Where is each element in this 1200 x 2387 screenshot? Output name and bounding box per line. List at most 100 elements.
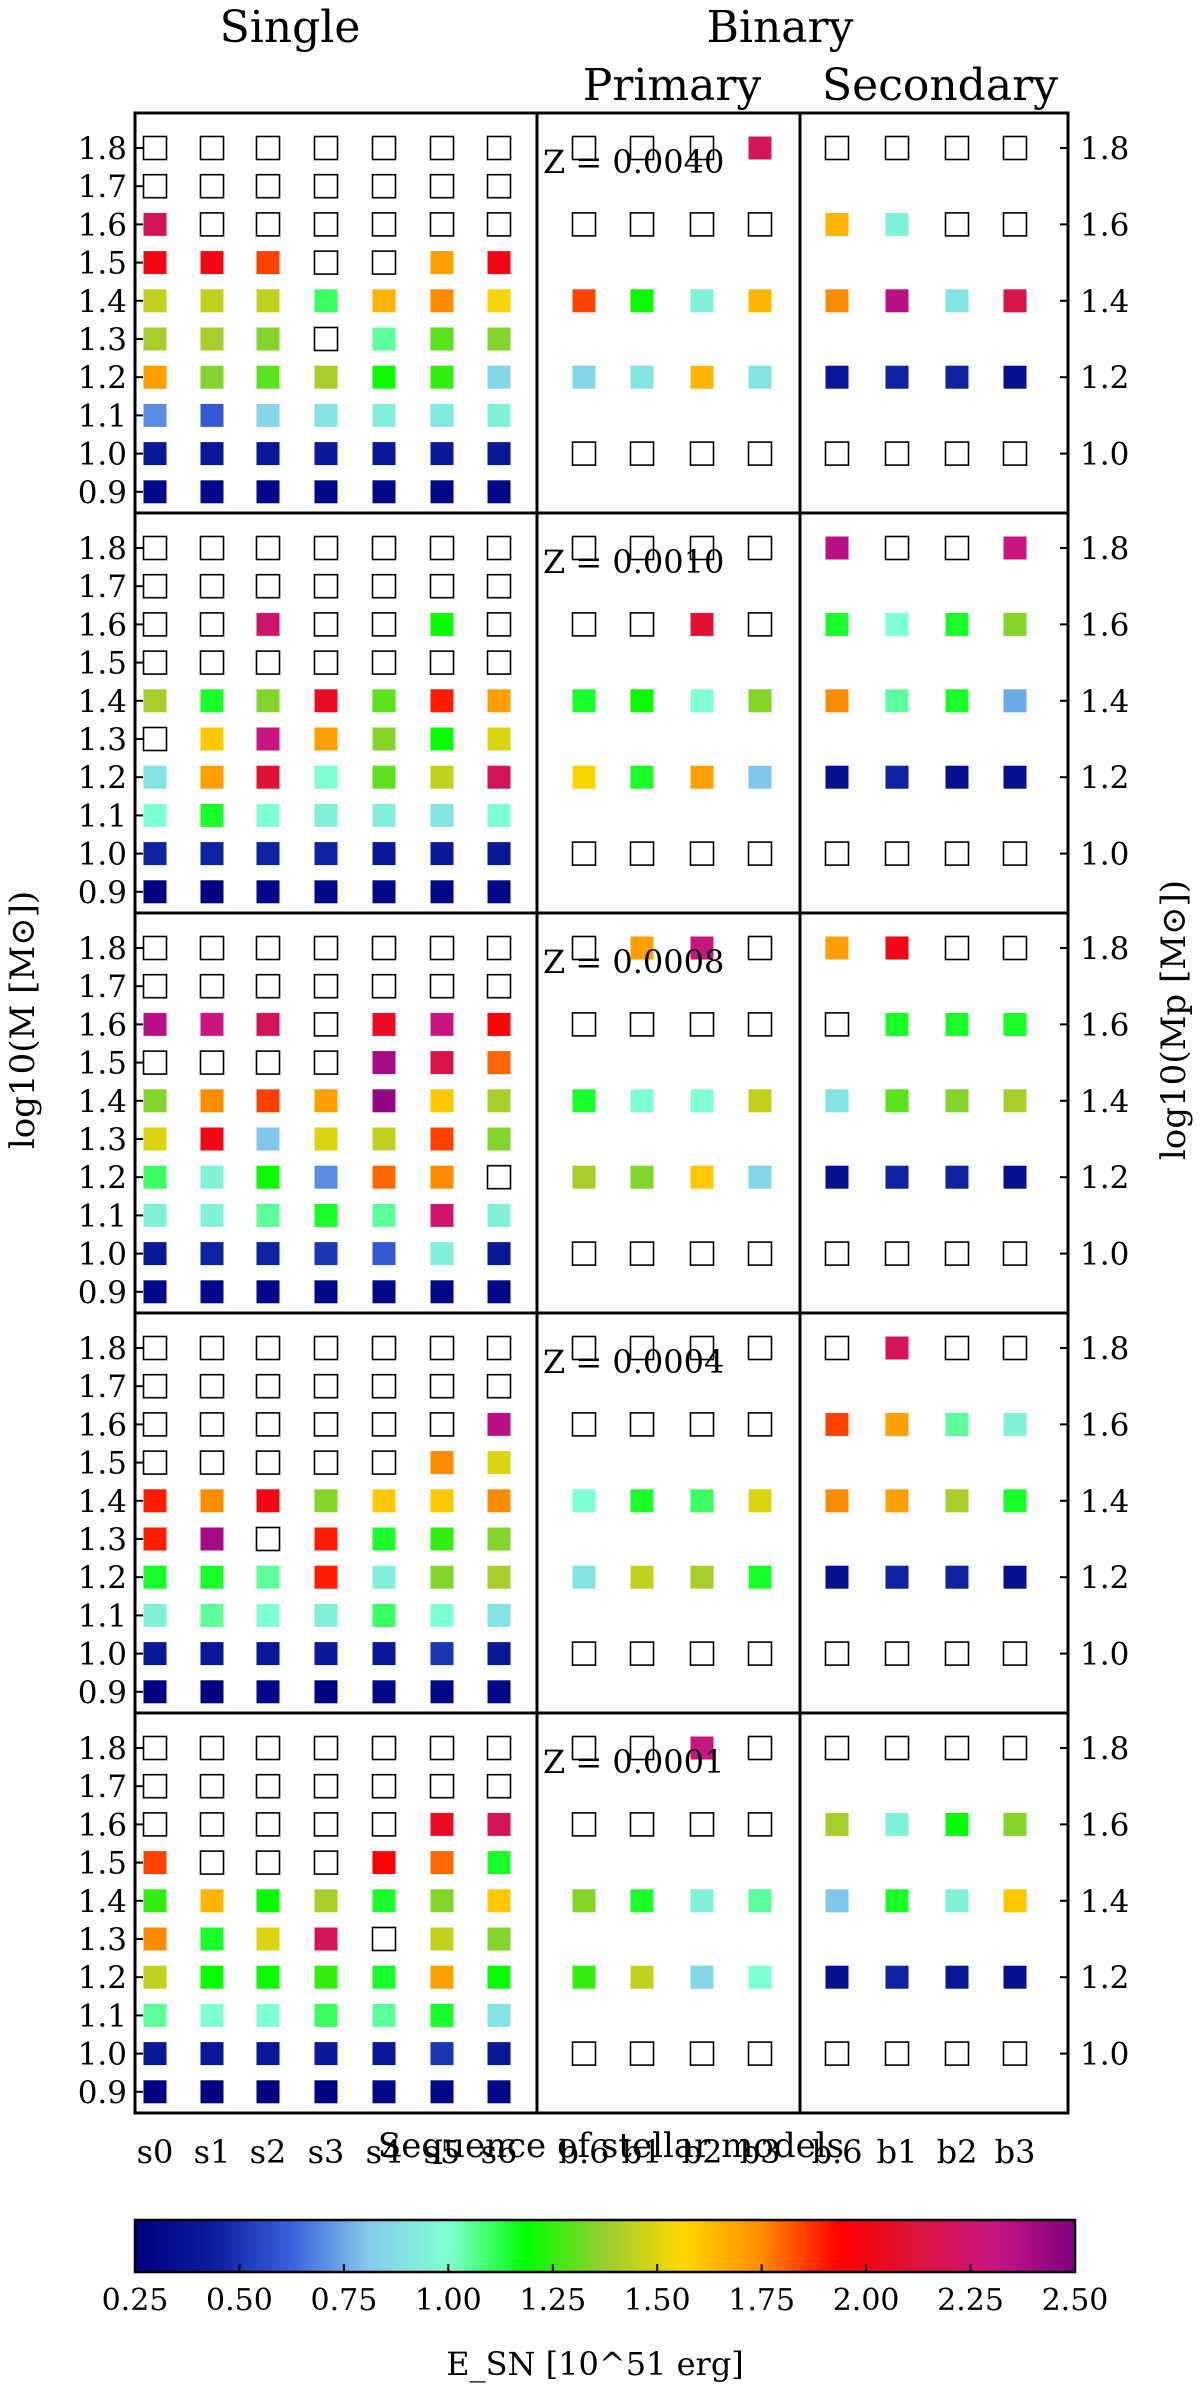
single-cell (199, 1773, 225, 1799)
left-tick-label: 1.0 (78, 1637, 127, 1673)
single-cell (314, 1489, 338, 1513)
single-cell (142, 1412, 168, 1437)
single-cell (371, 1373, 397, 1399)
single-cell (143, 1889, 167, 1913)
primary-cell (690, 1165, 714, 1189)
single-cell (371, 1812, 397, 1837)
right-tick-label: 1.8 (1080, 131, 1129, 167)
single-cell (486, 612, 512, 637)
single-cell (143, 1280, 167, 1304)
single-cell (486, 1373, 512, 1399)
single-cell (430, 1165, 454, 1189)
left-tick-label: 1.3 (78, 322, 127, 358)
single-cell (143, 1642, 167, 1666)
secondary-header: Secondary (822, 60, 1058, 111)
left-tick-label: 1.7 (78, 969, 127, 1005)
secondary-cell (885, 1965, 909, 1989)
single-cell (142, 573, 168, 599)
right-tick-label: 1.2 (1080, 360, 1129, 396)
left-tick-label: 1.3 (78, 1922, 127, 1958)
single-cell (487, 327, 511, 351)
single-cell (487, 442, 511, 466)
secondary-cell (944, 441, 970, 466)
single-cell (200, 1203, 224, 1227)
single-cell (430, 1012, 454, 1036)
secondary-cell (1002, 1335, 1028, 1361)
single-cell (372, 327, 396, 351)
left-tick-label: 1.1 (78, 398, 127, 434)
colorbar-tick-label: 0.50 (206, 2283, 273, 2318)
single-cell (371, 650, 397, 675)
left-tick-label: 1.6 (78, 1407, 127, 1443)
single-cell (199, 1450, 225, 1475)
single-cell (255, 135, 281, 161)
primary-cell (572, 1489, 596, 1513)
secondary-cell (825, 765, 849, 789)
metallicity-label: Z = 0.0008 (543, 943, 724, 981)
primary-cell (571, 935, 597, 961)
single-cell (143, 1165, 167, 1189)
y-axis-label-left: log10(M [M⊙]) (3, 891, 43, 1149)
single-cell (199, 173, 225, 199)
left-tick-label: 1.8 (78, 131, 127, 167)
single-cell (256, 1642, 280, 1666)
secondary-cell (1003, 689, 1027, 713)
single-cell (256, 1489, 280, 1513)
secondary-cell (945, 1889, 969, 1913)
single-cell (430, 442, 454, 466)
single-cell (372, 1889, 396, 1913)
single-cell (372, 2080, 396, 2104)
single-cell (200, 480, 224, 504)
secondary-cell (825, 1412, 849, 1436)
x-tick-label: b1 (877, 2133, 918, 2171)
secondary-cell (1003, 1565, 1027, 1589)
single-cell (200, 1280, 224, 1304)
single-cell (487, 1280, 511, 1304)
secondary-cell (945, 1965, 969, 1989)
single-cell (371, 1335, 397, 1361)
primary-cell (689, 1812, 715, 1837)
single-cell (430, 612, 454, 636)
single-cell (142, 1735, 168, 1761)
panel-frame (133, 1711, 1070, 2115)
secondary-cell (1002, 135, 1028, 161)
secondary-cell (944, 135, 970, 161)
left-tick-label: 0.9 (78, 875, 127, 911)
single-cell (371, 1926, 397, 1952)
primary-cell (571, 441, 597, 466)
left-tick-label: 1.2 (78, 1960, 127, 1996)
single-cell (143, 365, 167, 389)
single-cell (487, 1242, 511, 1266)
secondary-cell (945, 612, 969, 636)
single-cell (142, 135, 168, 161)
single-cell (255, 1050, 281, 1075)
left-tick-label: 1.5 (78, 1446, 127, 1482)
single-cell (143, 1565, 167, 1589)
primary-cell (629, 441, 655, 466)
primary-cell (630, 936, 654, 960)
primary-cell (747, 1812, 773, 1837)
primary-cell (571, 1412, 597, 1437)
single-cell (486, 935, 512, 961)
single-cell (256, 1012, 280, 1036)
single-cell (313, 250, 339, 275)
single-cell (256, 442, 280, 466)
colorbar-tick-label: 2.00 (833, 2283, 900, 2318)
right-tick-label: 1.8 (1080, 931, 1129, 967)
secondary-cell (825, 1889, 849, 1913)
single-cell (199, 535, 225, 561)
secondary-cell (944, 2041, 970, 2066)
secondary-cell (825, 289, 849, 313)
x-tick-label: b2 (937, 2133, 978, 2171)
left-tick-label: 1.8 (78, 1731, 127, 1767)
single-cell (372, 1280, 396, 1304)
primary-cell (690, 365, 714, 389)
single-cell (255, 1735, 281, 1761)
primary-cell (690, 1489, 714, 1513)
single-cell (430, 1927, 454, 1951)
single-cell (143, 1012, 167, 1036)
single-cell (200, 403, 224, 427)
primary-cell (747, 1412, 773, 1437)
secondary-cell (944, 212, 970, 237)
